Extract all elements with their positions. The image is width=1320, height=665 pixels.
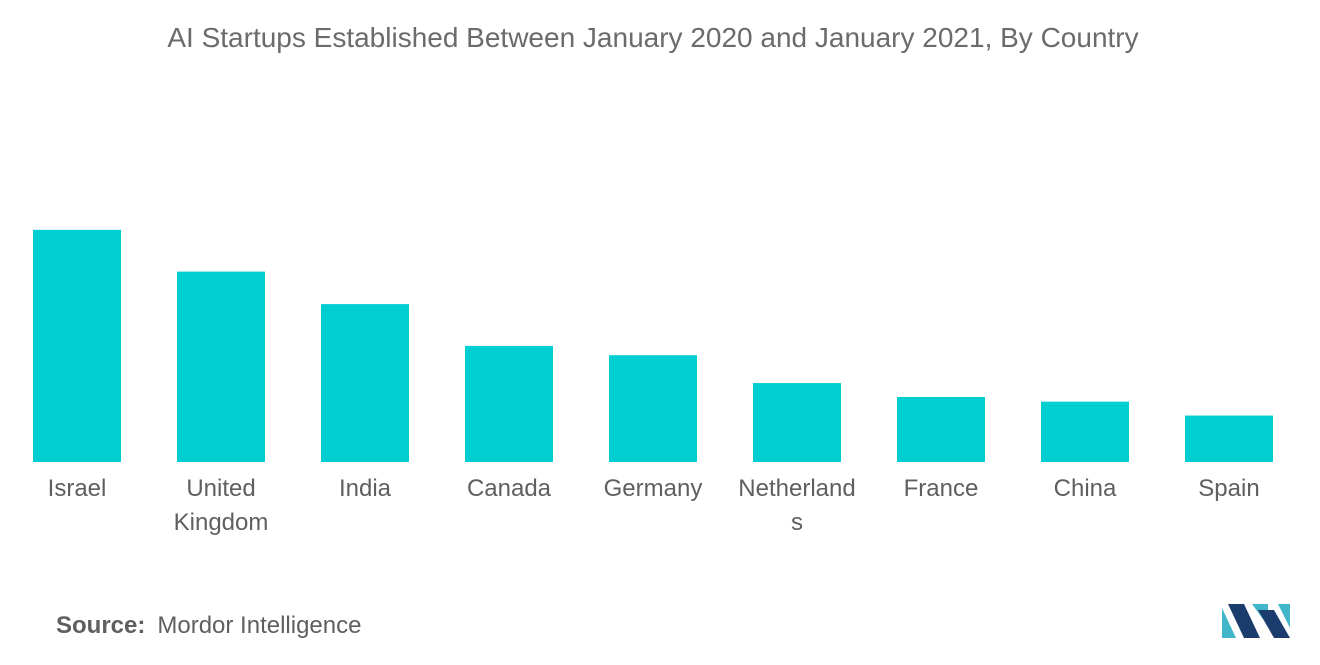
mordor-logo-icon bbox=[1222, 604, 1290, 638]
x-tick-label-line: Israel bbox=[47, 475, 107, 502]
bar-china bbox=[1041, 401, 1129, 462]
source-line: Source: Mordor Intelligence bbox=[56, 612, 361, 640]
x-tick-label: Netherland s bbox=[727, 472, 867, 540]
x-tick-label-line: s bbox=[791, 509, 803, 536]
bar-netherlands bbox=[753, 383, 841, 462]
x-tick-label-line: Spain bbox=[1198, 475, 1260, 502]
x-tick-label: France bbox=[871, 472, 1011, 506]
source-text: Mordor Intelligence bbox=[157, 612, 362, 639]
bar-israel bbox=[33, 229, 121, 462]
x-tick-label-line: Germany bbox=[603, 475, 703, 502]
x-tick-label: Germany bbox=[583, 472, 723, 506]
bar-india bbox=[321, 304, 409, 462]
x-tick-label: China bbox=[1015, 472, 1155, 506]
bar-germany bbox=[609, 355, 697, 462]
x-tick-label-line: Netherland bbox=[738, 475, 856, 502]
bar-spain bbox=[1185, 415, 1273, 462]
x-tick-label: Spain bbox=[1159, 472, 1299, 506]
x-tick-label-line: United bbox=[186, 475, 256, 502]
x-tick-label: India bbox=[295, 472, 435, 506]
x-tick-label-line: Kingdom bbox=[173, 509, 269, 536]
source-key: Source: bbox=[56, 612, 146, 639]
bar-united-kingdom bbox=[177, 271, 265, 462]
x-tick-label-line: China bbox=[1053, 475, 1117, 502]
bar-france bbox=[897, 396, 985, 462]
chart-title: AI Startups Established Between January … bbox=[167, 22, 1139, 53]
x-tick-label-line: Canada bbox=[466, 475, 552, 502]
x-tick-label-line: India bbox=[338, 475, 392, 502]
x-tick-label-line: France bbox=[903, 475, 979, 502]
x-tick-label: Canada bbox=[439, 472, 579, 506]
bar-canada bbox=[465, 345, 553, 462]
x-tick-label: United Kingdom bbox=[151, 472, 291, 540]
x-tick-label: Israel bbox=[7, 472, 147, 506]
